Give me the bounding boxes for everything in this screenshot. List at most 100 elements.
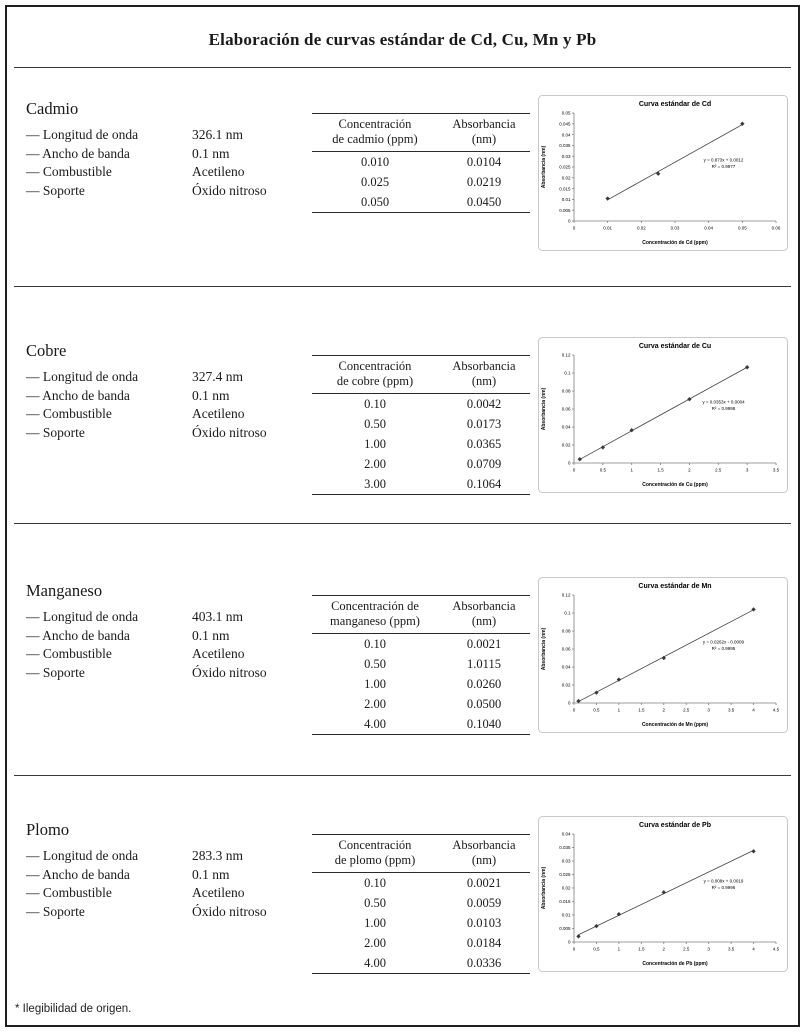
param-row: — Longitud de onda 283.3 nm [26,847,311,866]
svg-text:Absorbancia (nm): Absorbancia (nm) [541,866,547,909]
svg-text:2: 2 [663,947,666,952]
table-cell: 0.0709 [466,456,502,471]
svg-text:1.5: 1.5 [657,468,664,473]
chart-svg: Curva estándar de Pb 0 0.5 1 1.5 2 2.5 3 3.5 4 4.5… [538,816,788,972]
svg-text:4: 4 [752,947,755,952]
chart-svg: Curva estándar de Mn 0 0.5 1 1.5 2 2.5 3 3.5 4 4.5… [538,577,788,733]
svg-text:0.035: 0.035 [559,143,571,148]
param-value: 283.3 nm [192,848,244,863]
table-cell: 0.0021 [466,875,502,890]
svg-text:0.06: 0.06 [562,647,571,652]
header-line: Absorbancia [452,359,516,373]
param-value: 0.1 nm [192,627,230,643]
table-row: 4.00 0.0336 [312,953,530,974]
table-row: 0.10 0.0042 [312,394,530,415]
table-cell: 0.0219 [466,174,502,189]
header-line: (nm) [471,132,497,146]
header-line: Concentración de [331,599,419,613]
param-row: — Combustible Acetileno [26,405,311,424]
svg-text:0: 0 [573,468,576,473]
svg-text:0.005: 0.005 [559,926,571,931]
table-cell: 0.0260 [466,676,502,691]
param-value: Acetileno [192,646,245,661]
svg-text:1: 1 [618,947,621,952]
svg-text:2.5: 2.5 [683,947,690,952]
param-row: — Ancho de banda 0.1 nm [26,145,311,164]
svg-text:Concentración de Pb (ppm): Concentración de Pb (ppm) [642,961,708,967]
svg-text:0: 0 [568,940,571,945]
svg-text:Concentración de Mn (ppm): Concentración de Mn (ppm) [642,722,708,728]
section-divider [14,67,791,68]
cadmio-data-table: Concentración de cadmio (ppm) Absorbanci… [312,113,530,213]
svg-text:0: 0 [573,226,576,231]
param-label: — Soporte [26,182,85,198]
svg-text:0.02: 0.02 [562,886,571,891]
table-cell: 3.00 [312,474,438,495]
svg-text:0: 0 [568,701,571,706]
param-value: Óxido nitroso [192,424,267,440]
svg-text:0.08: 0.08 [562,389,571,394]
svg-text:4: 4 [752,708,755,713]
svg-text:3: 3 [746,468,749,473]
section-cobre: Cobre — Longitud de onda 327.4 nm — Anch… [0,337,805,547]
table-row: 0.50 0.0059 [312,893,530,913]
svg-text:Absorbancia (nm): Absorbancia (nm) [541,627,547,670]
svg-text:Curva estándar de Mn: Curva estándar de Mn [638,583,711,590]
table-cell: 4.00 [312,714,438,735]
table-cell: 0.10 [364,396,386,411]
section-name: Plomo [26,820,70,839]
table-cell: 0.0104 [466,154,502,169]
cobre-parameters: Cobre — Longitud de onda 327.4 nm — Anch… [26,341,311,442]
param-value: 327.4 nm [192,369,244,384]
table-header-absorbance: Absorbancia (nm) [438,595,530,634]
table-cell: 0.0021 [466,636,502,651]
document-title: Elaboración de curvas estándar de Cd, Cu… [208,30,597,49]
param-value: 0.1 nm [192,866,230,882]
table-cell: 0.0336 [438,953,530,974]
svg-text:Curva estándar de Pb: Curva estándar de Pb [639,822,711,829]
header-line: de cobre (ppm) [336,374,414,388]
table-cell: 0.0500 [466,696,502,711]
table-cell: 1.00 [364,915,386,930]
manganeso-standard-curve-chart: Curva estándar de Mn 0 0.5 1 1.5 2 2.5 3 3.5 4 4.5… [538,577,790,735]
svg-text:1: 1 [618,708,621,713]
svg-text:2.5: 2.5 [715,468,722,473]
table-header-concentration: Concentración de cadmio (ppm) [312,113,438,152]
param-row: — Ancho de banda 0.1 nm [26,866,311,885]
svg-text:3: 3 [707,947,710,952]
svg-text:0.02: 0.02 [562,443,571,448]
table-row: 0.10 0.0021 [312,634,530,655]
svg-text:0.015: 0.015 [559,899,571,904]
param-label: — Ancho de banda [26,627,130,643]
table-header-concentration: Concentración de plomo (ppm) [312,834,438,873]
table-cell: 4.00 [312,953,438,974]
param-value: Acetileno [192,885,245,900]
svg-text:0.005: 0.005 [559,208,571,213]
param-row: — Soporte Óxido nitroso [26,424,311,443]
param-row: — Longitud de onda 403.1 nm [26,608,311,627]
param-label: — Combustible [26,164,112,179]
svg-text:0.1: 0.1 [564,611,571,616]
param-row: — Combustible Acetileno [26,645,311,664]
manganeso-data-table: Concentración de manganeso (ppm) Absorba… [312,595,530,735]
svg-text:0.035: 0.035 [559,845,571,850]
table-cell: 0.0450 [438,192,530,213]
header-line: Concentración [338,359,412,373]
svg-text:R² = 0.9996: R² = 0.9996 [712,885,736,890]
section-cadmio: Cadmio — Longitud de onda 326.1 nm — Anc… [0,95,805,305]
table-cell: 0.50 [364,895,386,910]
section-name: Cobre [26,341,67,360]
param-label: — Soporte [26,664,85,680]
table-cell: 0.1064 [438,474,530,495]
param-value: 326.1 nm [192,127,244,142]
svg-text:0.5: 0.5 [593,947,600,952]
header-line: Concentración [338,117,412,131]
table-row: 1.00 0.0103 [312,913,530,933]
svg-text:0.025: 0.025 [559,872,571,877]
table-row: 1.00 0.0260 [312,674,530,694]
table-cell: 0.0173 [466,416,502,431]
section-name: Manganeso [26,581,103,600]
svg-text:4.5: 4.5 [773,708,780,713]
svg-text:2: 2 [688,468,691,473]
